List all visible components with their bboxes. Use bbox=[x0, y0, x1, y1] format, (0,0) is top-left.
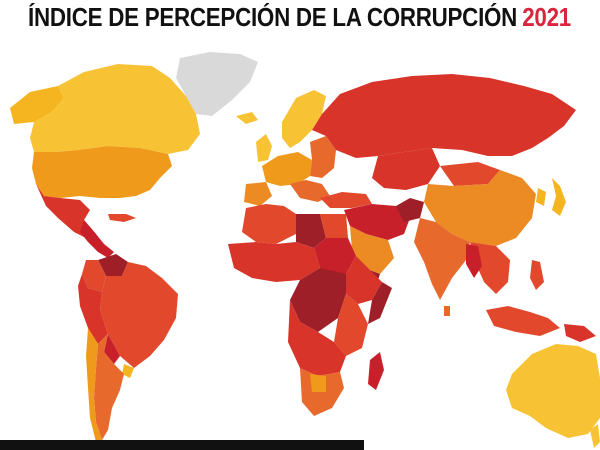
region-turkey[interactable] bbox=[320, 192, 372, 208]
region-madagascar[interactable] bbox=[368, 352, 384, 390]
region-central-america[interactable] bbox=[80, 220, 114, 258]
region-new-zealand[interactable] bbox=[590, 424, 600, 448]
region-west-africa[interactable] bbox=[228, 242, 320, 282]
region-somalia[interactable] bbox=[368, 282, 392, 324]
region-iberia[interactable] bbox=[244, 182, 272, 206]
region-peru-bolivia[interactable] bbox=[78, 274, 108, 344]
region-middle-east[interactable] bbox=[344, 204, 410, 240]
title-text: ÍNDICE DE PERCEPCIÓN DE LA CORRUPCIÓN bbox=[28, 2, 518, 32]
region-sri-lanka[interactable] bbox=[444, 306, 450, 316]
region-central-africa[interactable] bbox=[290, 268, 346, 332]
region-indonesia[interactable] bbox=[486, 306, 560, 336]
region-scandinavia[interactable] bbox=[282, 90, 326, 148]
region-russia[interactable] bbox=[312, 74, 576, 158]
region-greenland[interactable] bbox=[176, 52, 258, 116]
region-chile[interactable] bbox=[86, 328, 102, 442]
region-western-europe[interactable] bbox=[262, 152, 312, 186]
region-china[interactable] bbox=[424, 170, 536, 246]
title-year: 2021 bbox=[522, 2, 571, 32]
region-horn-of-africa[interactable] bbox=[346, 256, 382, 304]
region-caribbean[interactable] bbox=[108, 214, 136, 222]
region-usa[interactable] bbox=[32, 146, 172, 198]
footer-bar bbox=[0, 440, 364, 450]
region-italy-balkans[interactable] bbox=[290, 180, 330, 202]
region-alaska[interactable] bbox=[10, 86, 64, 124]
region-brazil[interactable] bbox=[100, 262, 178, 368]
region-botswana[interactable] bbox=[310, 374, 326, 392]
region-southern-central-africa[interactable] bbox=[288, 300, 346, 376]
region-japan[interactable] bbox=[552, 178, 566, 216]
region-canada[interactable] bbox=[30, 64, 200, 154]
region-eastern-europe[interactable] bbox=[310, 136, 336, 178]
region-sudan[interactable] bbox=[314, 238, 356, 274]
region-paraguay[interactable] bbox=[104, 334, 120, 364]
region-colombia[interactable] bbox=[82, 260, 106, 292]
region-uruguay[interactable] bbox=[122, 364, 134, 378]
region-iceland[interactable] bbox=[236, 112, 258, 124]
world-map-svg bbox=[10, 52, 600, 448]
region-png[interactable] bbox=[564, 324, 596, 342]
region-argentina[interactable] bbox=[94, 334, 124, 440]
region-philippines[interactable] bbox=[530, 260, 544, 290]
region-east-africa[interactable] bbox=[334, 294, 368, 356]
region-mexico[interactable] bbox=[36, 184, 96, 240]
region-southeast-asia[interactable] bbox=[470, 242, 510, 294]
region-india[interactable] bbox=[414, 218, 470, 300]
region-afghanistan[interactable] bbox=[396, 198, 424, 222]
region-egypt[interactable] bbox=[320, 214, 348, 238]
region-venezuela[interactable] bbox=[98, 254, 128, 276]
region-korea[interactable] bbox=[536, 188, 546, 206]
region-central-asia[interactable] bbox=[372, 148, 440, 190]
region-australia[interactable] bbox=[506, 344, 600, 438]
region-myanmar[interactable] bbox=[466, 244, 482, 278]
map-title: ÍNDICE DE PERCEPCIÓN DE LA CORRUPCIÓN 202… bbox=[28, 2, 571, 32]
world-map bbox=[0, 38, 600, 450]
region-north-africa-west[interactable] bbox=[242, 204, 296, 244]
region-uk[interactable] bbox=[256, 134, 272, 162]
region-mongolia[interactable] bbox=[440, 162, 500, 186]
region-libya[interactable] bbox=[296, 214, 326, 248]
